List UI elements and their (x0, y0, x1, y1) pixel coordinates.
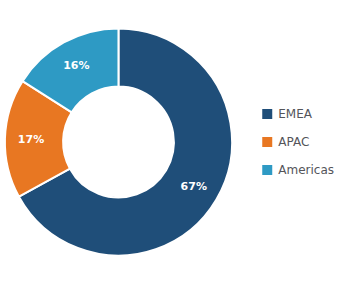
svg-text:67%: 67% (181, 180, 207, 193)
svg-text:17%: 17% (18, 133, 44, 146)
svg-text:APAC: APAC (278, 135, 309, 149)
svg-text:16%: 16% (63, 59, 89, 72)
svg-text:EMEA: EMEA (278, 107, 313, 121)
svg-text:Americas: Americas (278, 163, 334, 177)
